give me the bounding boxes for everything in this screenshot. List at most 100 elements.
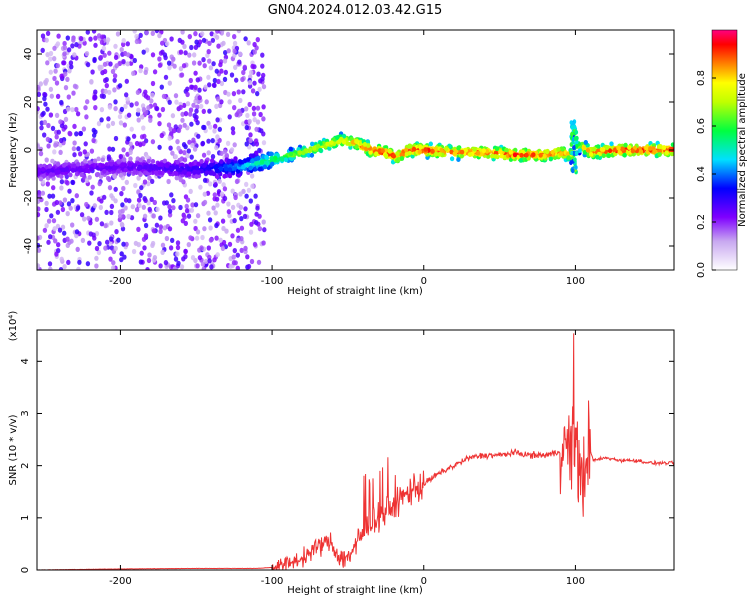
noise-point — [246, 40, 251, 46]
noise-point — [37, 235, 40, 241]
noise-point — [139, 250, 144, 256]
noise-point — [99, 117, 104, 123]
noise-point — [200, 140, 206, 146]
ridge-point — [325, 141, 330, 147]
noise-point — [99, 107, 105, 113]
noise-point — [143, 89, 148, 95]
ridge-point — [524, 152, 529, 158]
noise-point — [54, 80, 60, 86]
noise-point — [254, 211, 259, 217]
snr-x-axis-label: Height of straight line (km) — [287, 585, 423, 596]
noise-point — [221, 182, 226, 188]
noise-point — [99, 39, 105, 45]
noise-point — [56, 129, 61, 135]
noise-point — [62, 40, 67, 47]
noise-point — [187, 34, 192, 40]
noise-point — [47, 261, 53, 267]
noise-point — [68, 60, 74, 66]
noise-point — [119, 257, 124, 263]
noise-point — [88, 220, 93, 226]
noise-point — [234, 178, 240, 185]
noise-point — [54, 251, 59, 257]
noise-point — [45, 60, 50, 66]
ridge-point — [177, 167, 183, 173]
noise-point — [119, 191, 124, 197]
ridge-point — [89, 166, 94, 172]
noise-point — [219, 150, 224, 156]
noise-point — [168, 145, 173, 151]
noise-point — [150, 139, 156, 145]
noise-point — [219, 99, 224, 105]
noise-point — [169, 192, 174, 198]
noise-point — [106, 116, 111, 122]
noise-point — [87, 240, 92, 246]
noise-point — [119, 251, 124, 257]
noise-point — [235, 237, 240, 243]
noise-point — [160, 40, 165, 46]
colorbar-label: Normalized spectral amplitude — [737, 73, 748, 227]
noise-point — [143, 197, 148, 203]
noise-point — [62, 197, 68, 203]
ridge-point — [350, 139, 356, 145]
ridge-point — [456, 145, 461, 151]
ridge-point — [50, 158, 55, 164]
noise-point — [60, 224, 66, 230]
ridge-point — [288, 151, 294, 157]
noise-point — [182, 150, 187, 156]
noise-point — [63, 85, 69, 91]
noise-point — [81, 126, 87, 132]
noise-point — [186, 213, 192, 219]
ridge-point — [227, 173, 233, 179]
noise-point — [44, 37, 49, 43]
noise-point — [74, 42, 79, 48]
ridge-point — [581, 145, 586, 151]
noise-point — [195, 77, 200, 83]
ridge-point — [240, 164, 245, 170]
ridge-point — [55, 161, 61, 167]
colorbar: 0.0 0.2 0.4 0.6 0.8 Normalized spectral ampl… — [696, 29, 748, 278]
noise-point — [201, 37, 207, 43]
ridge-point — [566, 155, 571, 161]
noise-point — [244, 141, 249, 147]
noise-point — [246, 187, 252, 193]
colorbar-ticks: 0.0 0.2 0.4 0.6 0.8 — [696, 70, 716, 278]
noise-point — [66, 201, 72, 207]
noise-point — [159, 84, 164, 90]
ridge-point — [391, 153, 396, 159]
noise-point — [113, 198, 118, 204]
ridge-point — [301, 150, 306, 156]
ridge-point — [146, 158, 151, 164]
noise-point — [219, 68, 224, 74]
noise-point — [121, 41, 126, 48]
noise-point — [253, 193, 258, 199]
noise-point — [106, 123, 111, 129]
noise-point — [173, 93, 179, 99]
spectrogram-y-axis-label: Frequency (Hz) — [8, 112, 19, 188]
noise-point — [109, 193, 114, 199]
ridge-point — [256, 155, 261, 161]
noise-point — [257, 226, 263, 232]
noise-point — [255, 105, 261, 111]
noise-point — [248, 229, 254, 235]
noise-point — [135, 89, 141, 95]
noise-point — [117, 209, 123, 215]
noise-point — [85, 99, 90, 105]
noise-point — [165, 41, 170, 47]
noise-point — [93, 35, 98, 41]
noise-point — [157, 112, 162, 118]
noise-point — [182, 157, 188, 163]
noise-point — [126, 213, 131, 220]
noise-point — [45, 30, 51, 36]
noise-point — [82, 149, 88, 155]
noise-point — [55, 93, 61, 99]
noise-point — [249, 69, 254, 76]
ridge-point — [383, 153, 389, 159]
noise-point — [112, 87, 117, 93]
noise-point — [122, 122, 128, 128]
noise-point — [98, 54, 104, 61]
noise-point — [178, 49, 184, 55]
ridge-point — [449, 156, 455, 162]
noise-point — [220, 245, 226, 251]
noise-point — [135, 111, 141, 117]
noise-point — [154, 30, 160, 34]
